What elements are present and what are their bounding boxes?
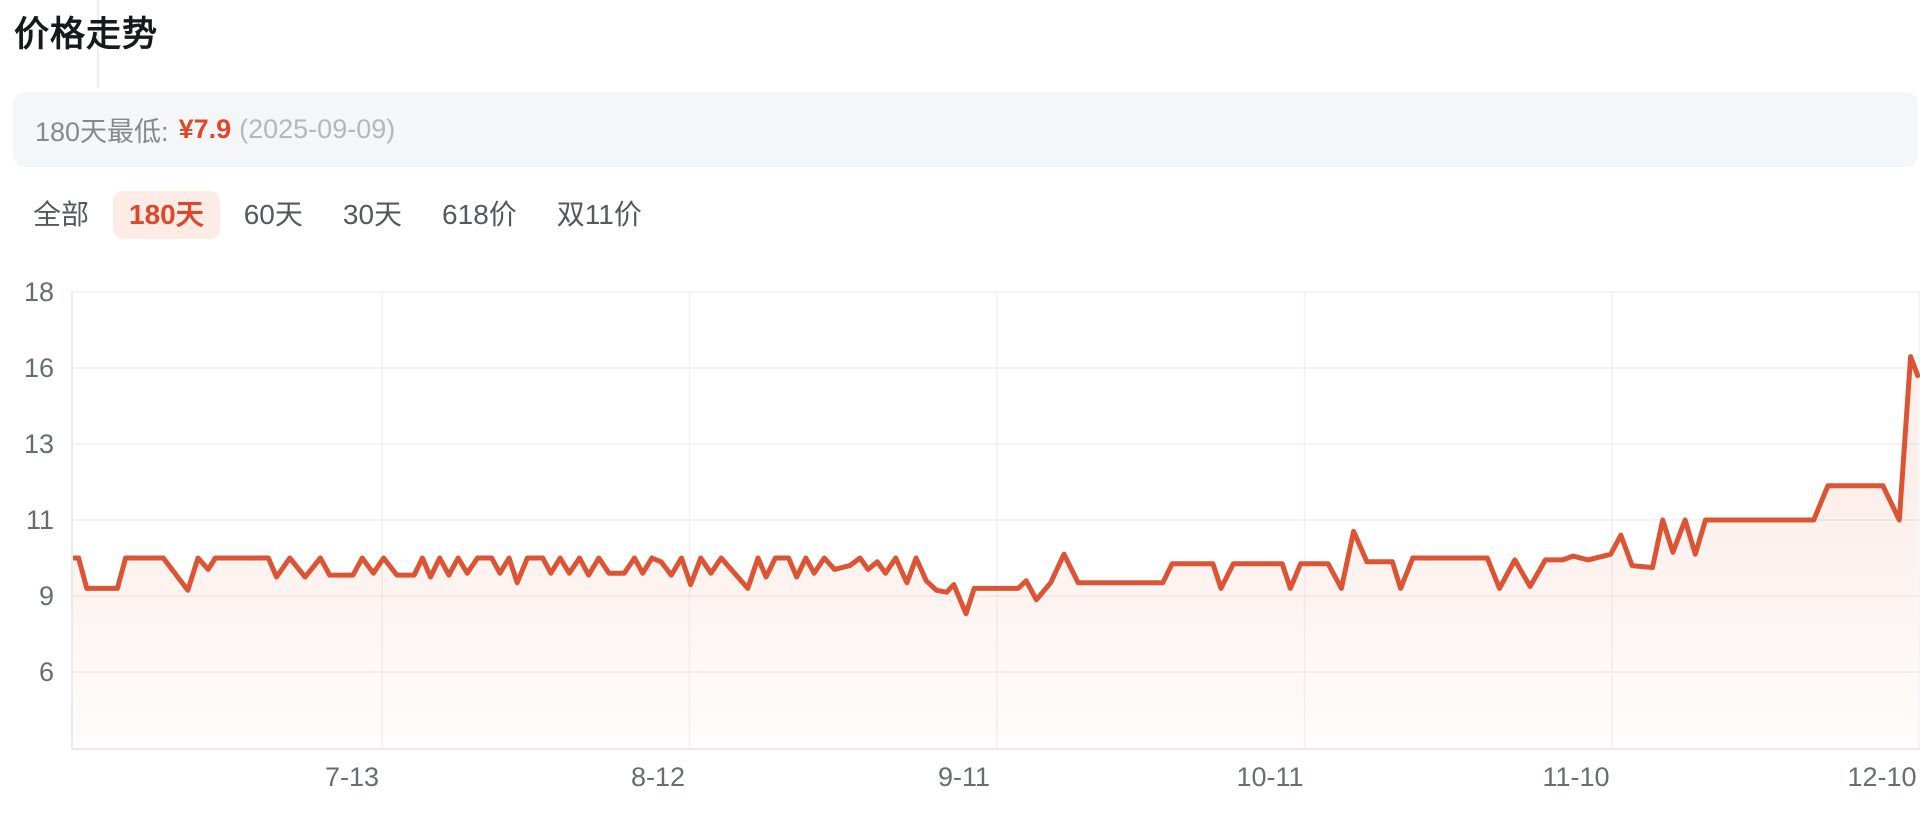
x-tick-8-12: 8-12 [631,762,685,792]
y-tick-13: 13 [24,429,54,459]
tab-all[interactable]: 全部 [33,198,90,230]
plot-axes [71,292,1920,750]
tab-1111-price[interactable]: 双11价 [556,198,642,230]
range-tabs: 全部 180天 60天 30天 618价 双11价 [33,190,642,239]
y-tick-11: 11 [26,505,54,535]
tab-60-days[interactable]: 60天 [243,198,303,230]
price-line[interactable] [72,354,1920,617]
y-tick-9: 9 [39,581,54,611]
x-axis-labels: 7-13 8-12 9-11 10-11 11-10 12-10 [325,762,1917,792]
x-tick-12-10: 12-10 [1847,762,1916,792]
y-tick-6: 6 [39,657,54,687]
lowest-price-banner: 180天最低: ¥7.9 (2025-09-09) [13,92,1918,167]
tab-30-days[interactable]: 30天 [342,198,403,230]
x-tick-11-10: 11-10 [1542,762,1609,792]
x-tick-9-11: 9-11 [938,762,990,792]
price-area-fill [72,356,1918,749]
top-divider [97,0,99,88]
lowest-price-value: ¥7.9 [178,114,232,144]
y-axis-labels: 18 16 13 11 9 6 [24,277,54,687]
y-tick-18: 18 [24,277,54,307]
lowest-price-date: (2025-09-09) [239,114,396,144]
page-title: 价格走势 [14,15,159,54]
x-tick-7-13: 7-13 [325,762,379,792]
lowest-price-label: 180天最低: [35,117,169,147]
tab-618-price[interactable]: 618价 [442,198,517,230]
tab-180-days[interactable]: 180天 [113,190,220,239]
x-tick-10-11: 10-11 [1236,762,1303,792]
y-tick-16: 16 [24,353,54,383]
